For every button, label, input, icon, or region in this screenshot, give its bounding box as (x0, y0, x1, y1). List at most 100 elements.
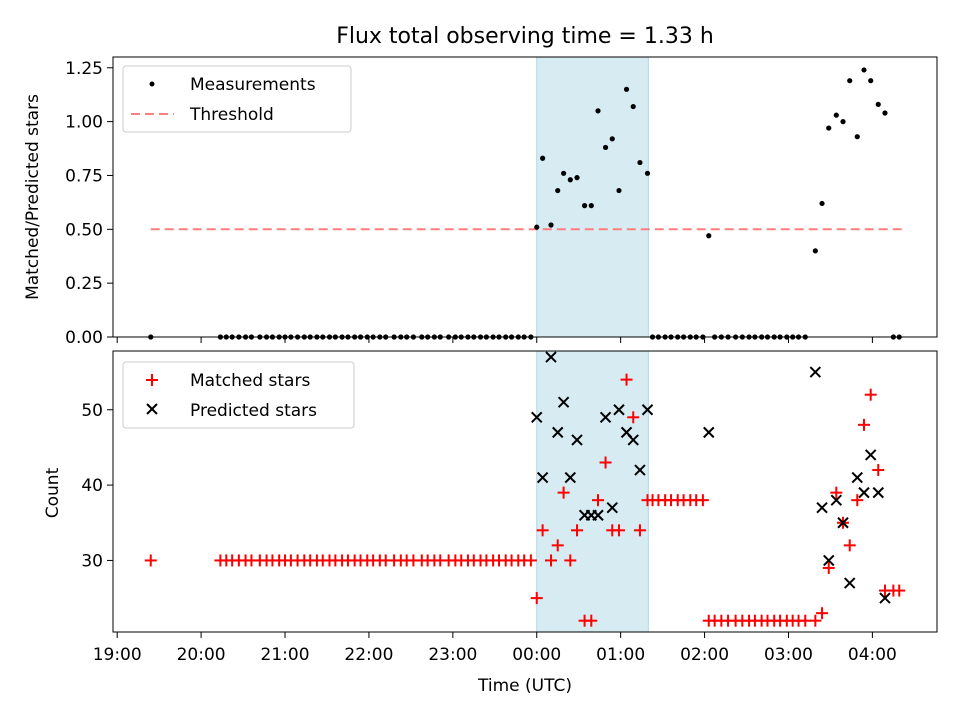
matched-star-point (872, 464, 885, 477)
matched-star-point (571, 524, 584, 537)
measurement-point (574, 175, 580, 181)
ratio-panel: 0.00 0.25 0.50 0.75 1.00 1.25 Matched/Predict… (23, 56, 938, 348)
matched-star-point (830, 486, 843, 499)
matched-star-point (809, 614, 822, 627)
matched-star-point (144, 554, 157, 567)
ratio-y-tick-label: 0.00 (65, 328, 103, 348)
measurement-point (560, 170, 567, 176)
ratio-y-tick-label: 0.25 (65, 274, 103, 294)
predicted-star-point (606, 501, 618, 514)
counts-y-tick-label: 50 (81, 401, 103, 421)
matched-star-point (851, 494, 864, 507)
counts-panel: 30 40 50 19:00 20:00 21:00 22:00 23:00 00:00 01:… (43, 350, 938, 696)
predicted-star-point (809, 366, 822, 378)
matched-star-point (627, 411, 640, 424)
matched-star-point (612, 524, 625, 537)
predicted-star-point (816, 501, 828, 514)
predicted-star-point (703, 426, 715, 439)
matched-star-point (857, 418, 870, 431)
predicted-star-point (634, 464, 646, 476)
measurement-point (644, 170, 651, 176)
legend-predicted-label: Predicted stars (190, 401, 317, 421)
matched-star-point (564, 554, 577, 567)
measurement-point (882, 110, 888, 116)
measurement-point (861, 67, 867, 73)
measurement-point (847, 78, 853, 84)
predicted-star-point (879, 592, 891, 604)
legend-measurements-label: Measurements (190, 75, 316, 95)
predicted-star-point (552, 426, 564, 439)
matched-star-point (620, 373, 633, 386)
predicted-star-point (627, 434, 639, 446)
ratio-y-tick-label: 1.00 (65, 113, 103, 133)
measurement-point (637, 159, 643, 166)
matched-star-point (592, 494, 605, 507)
measurement-point (854, 134, 860, 140)
ratio-legend-box (122, 65, 352, 133)
counts-y-axis-label: Count (43, 467, 63, 518)
predicted-star-point (536, 471, 549, 484)
predicted-star-point (571, 434, 583, 446)
matched-star-point (524, 554, 537, 567)
measurement-point (588, 203, 594, 209)
matched-star-point (551, 539, 564, 552)
ratio-shaded-window (536, 56, 649, 338)
measurement-point (819, 200, 825, 207)
measurement-point (602, 144, 609, 151)
counts-y-ticks: 30 40 50 (81, 401, 113, 571)
matched-star-point (864, 388, 877, 401)
ratio-y-tick-label: 1.25 (65, 59, 103, 79)
predicted-star-point (872, 486, 884, 499)
matched-star-point (536, 524, 549, 537)
predicted-star-point (557, 396, 570, 408)
ratio-y-ticks: 0.00 0.25 0.50 0.75 1.00 1.25 (65, 59, 113, 348)
predicted-star-point (865, 449, 877, 461)
counts-shaded-window (536, 350, 649, 633)
matched-star-point (799, 614, 812, 627)
measurement-point (555, 187, 561, 194)
matched-star-point (530, 592, 543, 605)
measurement-point (534, 224, 540, 230)
measurement-point (840, 119, 846, 125)
legend-measurement-marker (149, 81, 155, 87)
x-tick-label: 01:00 (596, 645, 645, 665)
predicted-star-point (844, 577, 856, 589)
x-tick-label: 19:00 (93, 645, 142, 665)
counts-legend: Matched stars Predicted stars (122, 361, 355, 429)
counts-y-tick-label: 40 (81, 476, 103, 496)
matched-star-point (557, 486, 570, 499)
predicted-star-point (858, 486, 870, 499)
predicted-star-points (531, 351, 891, 604)
x-tick-label: 02:00 (680, 645, 729, 665)
legend-matched-marker (146, 374, 158, 386)
measurement-point (609, 136, 615, 142)
chart-title: Flux total observing time = 1.33 h (336, 24, 714, 49)
x-tick-label: 21:00 (261, 645, 310, 665)
ratio-y-tick-label: 0.75 (65, 166, 103, 186)
matched-star-point (545, 554, 558, 567)
predicted-star-point (823, 554, 835, 567)
x-tick-label: 22:00 (344, 645, 393, 665)
measurement-point (833, 112, 839, 118)
measurement-point (875, 101, 881, 107)
measurement-point (706, 233, 712, 239)
ratio-plot-frame (112, 56, 938, 338)
matched-star-point (816, 607, 829, 620)
predicted-star-point (545, 351, 557, 363)
matched-star-point (696, 494, 709, 507)
matched-star-points (144, 373, 906, 627)
measurement-point (630, 103, 636, 110)
x-tick-label: 03:00 (764, 645, 813, 665)
measurement-point (595, 108, 601, 114)
predicted-star-point (564, 471, 577, 484)
predicted-star-point (851, 471, 863, 484)
matched-star-point (633, 524, 646, 537)
legend-threshold-label: Threshold (189, 105, 274, 125)
ratio-y-axis-label: Matched/Predicted stars (23, 94, 43, 300)
measurement-point (868, 78, 874, 84)
matched-star-point (843, 539, 856, 552)
matched-star-point (822, 561, 835, 574)
measurement-point (581, 203, 588, 209)
counts-plot-frame (112, 350, 938, 633)
x-tick-label: 23:00 (428, 645, 477, 665)
